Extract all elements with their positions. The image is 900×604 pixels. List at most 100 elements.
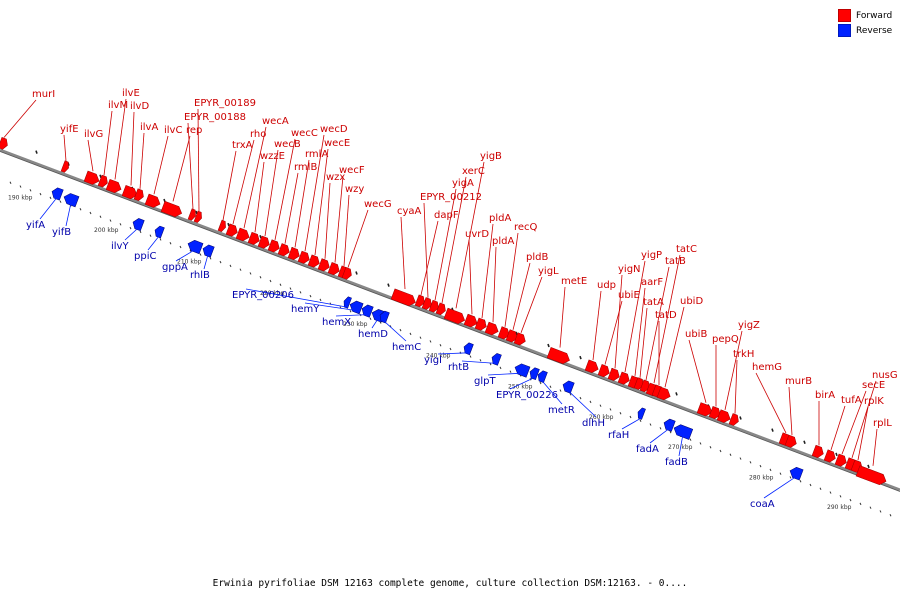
forward-gene[interactable] — [287, 246, 301, 261]
forward-gene[interactable] — [505, 329, 519, 344]
forward-gene[interactable] — [267, 239, 281, 254]
reverse-gene[interactable] — [50, 186, 64, 201]
reverse-gene[interactable] — [788, 466, 804, 481]
forward-gene-arrow[interactable] — [327, 262, 341, 276]
reverse-gene-arrow[interactable] — [788, 466, 804, 481]
forward-gene[interactable] — [193, 210, 204, 223]
forward-gene-arrow[interactable] — [133, 188, 145, 202]
reverse-gene-arrow[interactable] — [490, 352, 502, 366]
reverse-gene-arrow[interactable] — [513, 362, 531, 378]
reverse-gene[interactable] — [62, 192, 80, 208]
forward-gene-arrow[interactable] — [217, 219, 228, 232]
forward-gene-arrow[interactable] — [784, 434, 798, 449]
forward-gene-arrow[interactable] — [428, 299, 440, 313]
reverse-gene[interactable] — [462, 342, 474, 356]
forward-gene-arrow[interactable] — [297, 250, 311, 265]
forward-gene[interactable] — [484, 321, 500, 337]
forward-gene-arrow[interactable] — [0, 137, 9, 150]
forward-gene[interactable] — [728, 413, 740, 427]
forward-gene-arrow[interactable] — [187, 208, 198, 221]
reverse-gene[interactable] — [360, 303, 374, 318]
forward-gene[interactable] — [105, 178, 123, 194]
forward-gene-arrow[interactable] — [414, 294, 426, 308]
forward-gene-arrow[interactable] — [277, 243, 291, 258]
forward-gene-arrow[interactable] — [607, 367, 621, 382]
forward-gene[interactable] — [639, 379, 651, 393]
forward-gene[interactable] — [823, 449, 837, 464]
reverse-gene-arrow[interactable] — [50, 186, 64, 201]
forward-gene-arrow[interactable] — [267, 239, 281, 254]
forward-gene[interactable] — [855, 465, 888, 487]
reverse-gene[interactable] — [342, 296, 352, 309]
forward-gene-arrow[interactable] — [708, 406, 722, 420]
forward-gene[interactable] — [617, 371, 631, 386]
forward-gene-arrow[interactable] — [463, 313, 479, 329]
forward-gene[interactable] — [133, 188, 145, 202]
forward-gene-arrow[interactable] — [474, 317, 488, 332]
forward-gene-arrow[interactable] — [834, 453, 848, 468]
forward-gene-arrow[interactable] — [435, 302, 447, 316]
forward-gene[interactable] — [390, 288, 417, 308]
forward-gene-arrow[interactable] — [546, 347, 571, 365]
forward-gene[interactable] — [60, 160, 71, 173]
forward-gene[interactable] — [235, 227, 251, 243]
forward-gene-arrow[interactable] — [390, 288, 417, 308]
forward-gene[interactable] — [584, 359, 600, 375]
forward-gene[interactable] — [414, 294, 426, 308]
reverse-gene[interactable] — [513, 362, 531, 378]
forward-gene[interactable] — [716, 409, 732, 425]
forward-gene-arrow[interactable] — [121, 185, 139, 200]
reverse-gene[interactable] — [636, 407, 646, 420]
forward-gene-arrow[interactable] — [60, 160, 71, 173]
reverse-gene[interactable] — [378, 310, 390, 324]
forward-gene[interactable] — [607, 367, 621, 382]
reverse-gene[interactable] — [662, 418, 676, 432]
reverse-gene-arrow[interactable] — [636, 407, 646, 420]
forward-gene-arrow[interactable] — [656, 386, 672, 402]
forward-gene-arrow[interactable] — [225, 223, 239, 238]
forward-gene[interactable] — [327, 262, 341, 276]
forward-gene-arrow[interactable] — [341, 266, 353, 280]
reverse-gene[interactable] — [490, 352, 502, 366]
reverse-gene[interactable] — [186, 239, 204, 255]
forward-gene[interactable] — [497, 326, 511, 341]
forward-gene[interactable] — [463, 313, 479, 329]
reverse-gene-arrow[interactable] — [528, 367, 540, 381]
forward-gene[interactable] — [811, 444, 825, 459]
forward-gene-arrow[interactable] — [855, 465, 888, 487]
forward-gene-arrow[interactable] — [443, 307, 467, 325]
forward-gene-arrow[interactable] — [823, 449, 837, 464]
forward-gene[interactable] — [513, 332, 527, 347]
reverse-gene-arrow[interactable] — [62, 192, 80, 208]
forward-gene[interactable] — [317, 258, 331, 273]
forward-gene[interactable] — [307, 254, 321, 269]
forward-gene[interactable] — [187, 208, 198, 221]
forward-gene[interactable] — [597, 364, 611, 378]
forward-gene[interactable] — [435, 302, 447, 316]
forward-gene[interactable] — [834, 453, 848, 468]
forward-gene-arrow[interactable] — [617, 371, 631, 386]
reverse-gene[interactable] — [348, 299, 364, 315]
forward-gene-arrow[interactable] — [257, 235, 271, 250]
reverse-gene-arrow[interactable] — [561, 379, 575, 394]
reverse-gene-arrow[interactable] — [662, 418, 676, 432]
forward-gene-arrow[interactable] — [811, 444, 825, 459]
forward-gene-arrow[interactable] — [484, 321, 500, 337]
forward-gene-arrow[interactable] — [505, 329, 519, 344]
forward-gene-arrow[interactable] — [235, 227, 251, 243]
forward-gene-arrow[interactable] — [317, 258, 331, 273]
forward-gene[interactable] — [421, 297, 433, 311]
reverse-gene-arrow[interactable] — [348, 299, 364, 315]
forward-gene[interactable] — [144, 193, 162, 209]
forward-gene-arrow[interactable] — [287, 246, 301, 261]
reverse-gene[interactable] — [131, 217, 145, 232]
forward-gene[interactable] — [341, 266, 353, 280]
forward-gene[interactable] — [656, 386, 672, 402]
forward-gene[interactable] — [428, 299, 440, 313]
reverse-gene-arrow[interactable] — [536, 370, 548, 384]
forward-gene[interactable] — [217, 219, 228, 232]
forward-gene[interactable] — [121, 185, 139, 200]
forward-gene[interactable] — [277, 243, 291, 258]
forward-gene[interactable] — [160, 200, 184, 218]
reverse-gene-arrow[interactable] — [462, 342, 474, 356]
